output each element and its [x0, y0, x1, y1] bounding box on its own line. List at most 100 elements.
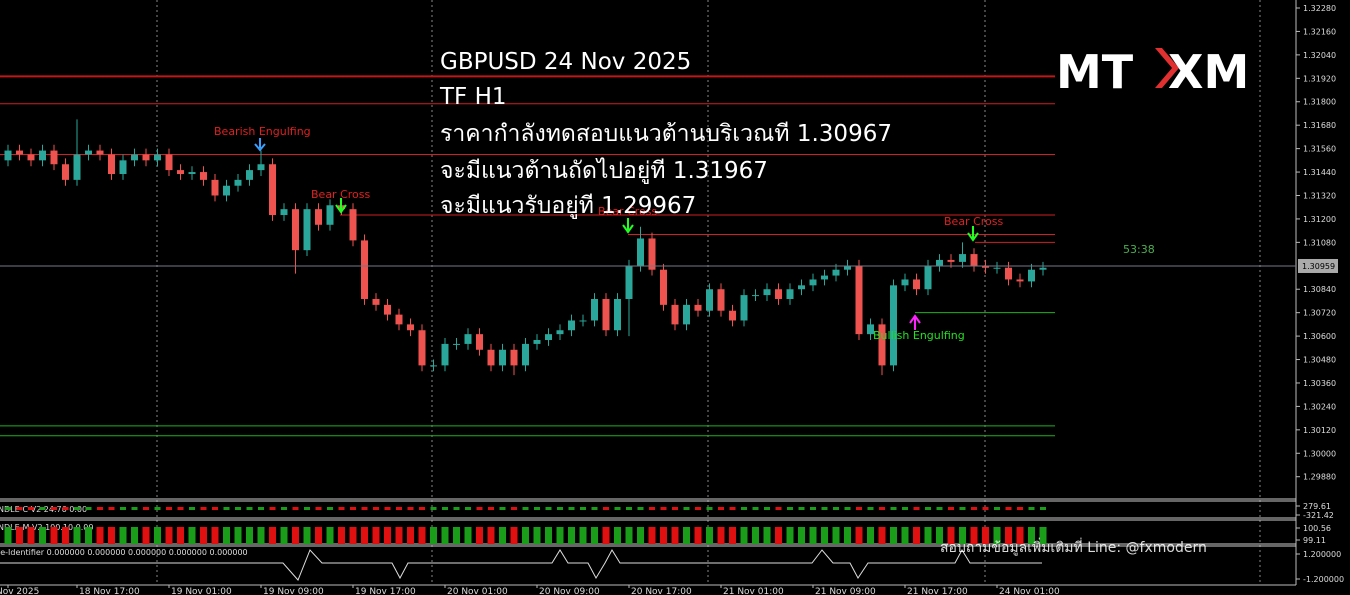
y-tick-label: 1.30120 [1303, 426, 1336, 435]
candle-body [108, 154, 115, 175]
cs-dash [1040, 507, 1046, 510]
candle-body [349, 209, 357, 241]
cm-bar [50, 527, 58, 544]
cs-dash [350, 507, 356, 510]
cs-dash [200, 507, 207, 510]
cm-bar [246, 527, 253, 544]
y-tick-label: 1.31800 [1303, 98, 1336, 107]
cm-bar [361, 527, 368, 544]
cm-bar [947, 527, 955, 544]
cm-bar [177, 527, 184, 544]
candle-body [4, 150, 12, 161]
cm-bar [211, 527, 219, 544]
candle-body [694, 304, 702, 311]
cs-dash [453, 507, 460, 510]
x-tick-label: 19 Nov 09:00 [263, 587, 324, 595]
cs-dash [913, 507, 920, 510]
cs-dash [603, 507, 609, 510]
cs-dash [407, 507, 414, 510]
candle-body [855, 265, 863, 335]
candle-body [361, 240, 368, 299]
cm-bar [556, 527, 564, 544]
cm-bar [913, 527, 920, 544]
cm-bar [142, 527, 150, 544]
candle-body [1039, 267, 1047, 270]
cs-dash [844, 507, 851, 510]
cs-dash [281, 507, 287, 510]
cs-dash [902, 507, 908, 510]
current-price-box [1298, 258, 1338, 273]
cm-bar [4, 527, 12, 544]
y-tick-label: 1.30240 [1303, 402, 1336, 411]
cm-bar [1005, 527, 1012, 544]
cm-bar [464, 527, 472, 544]
candles [4, 119, 1047, 376]
cs-dash [706, 507, 713, 510]
cs-dash [511, 507, 517, 510]
candle-body [510, 349, 518, 366]
cm-bar [234, 527, 242, 544]
candle-body [464, 334, 472, 344]
cm-bar [131, 527, 138, 544]
cs-dash [683, 507, 690, 510]
cs-dash [775, 507, 782, 510]
indicator-tick-label: 279.61 [1303, 502, 1331, 511]
cs-dash [189, 507, 195, 510]
x-tick-label: 19 Nov 17:00 [355, 587, 416, 595]
cs-dash [292, 507, 299, 510]
candle-body [131, 154, 138, 161]
y-tick-label: 1.31440 [1303, 168, 1336, 177]
candle-body [303, 209, 311, 251]
candle-body [522, 343, 529, 366]
x-tick-label: 21 Nov 09:00 [815, 587, 876, 595]
cs-dash [338, 507, 345, 510]
arrow-up [909, 314, 921, 330]
cs-dash [177, 507, 184, 510]
candle-body [154, 154, 161, 161]
cm-bar [1016, 527, 1024, 544]
cm-bar [625, 527, 633, 544]
cm-bar [269, 527, 276, 544]
candle-body [740, 295, 748, 321]
indicator-tick-label: -1.200000 [1303, 575, 1344, 584]
y-tick-label: 1.29880 [1303, 473, 1336, 482]
identifier-line [0, 548, 1042, 581]
cm-bar [223, 527, 230, 544]
cm-bar [729, 527, 736, 544]
cm-bar [510, 527, 518, 544]
candle-body [901, 279, 909, 286]
arrow-down [335, 198, 347, 214]
cm-bar [441, 527, 449, 544]
cm-bar [165, 527, 173, 544]
x-tick-label: 21 Nov 17:00 [907, 587, 968, 595]
logo-xm: XM [1168, 45, 1249, 99]
candle-body [165, 154, 173, 171]
x-tick-label: Nov 2025 [0, 587, 39, 595]
cm-bar [993, 527, 1001, 544]
candle-body [913, 279, 920, 290]
cm-bar [924, 527, 932, 544]
cs-dash [1005, 507, 1012, 510]
cm-bar [407, 527, 414, 544]
cm-bar [338, 527, 345, 544]
signal-arrows [254, 138, 979, 330]
signal-label: Bear Cross [944, 215, 1003, 228]
candle-body [959, 254, 966, 262]
cs-dash [557, 507, 563, 510]
y-tick-label: 1.32280 [1303, 4, 1336, 13]
candle-body [269, 164, 276, 216]
cm-bar [683, 527, 690, 544]
cs-dash [580, 507, 586, 510]
candle-body [775, 289, 782, 299]
x-tick-label: 20 Nov 09:00 [539, 587, 600, 595]
cm-bar [844, 527, 851, 544]
cm-bar [637, 527, 644, 544]
cs-dash [948, 507, 954, 510]
indicator-tick-label: -321.42 [1303, 511, 1334, 520]
countdown: 53:38 [1123, 243, 1155, 256]
cm-bar [545, 527, 552, 544]
candle-body [418, 330, 426, 366]
cm-bar [890, 527, 897, 544]
candle-body [292, 209, 299, 251]
